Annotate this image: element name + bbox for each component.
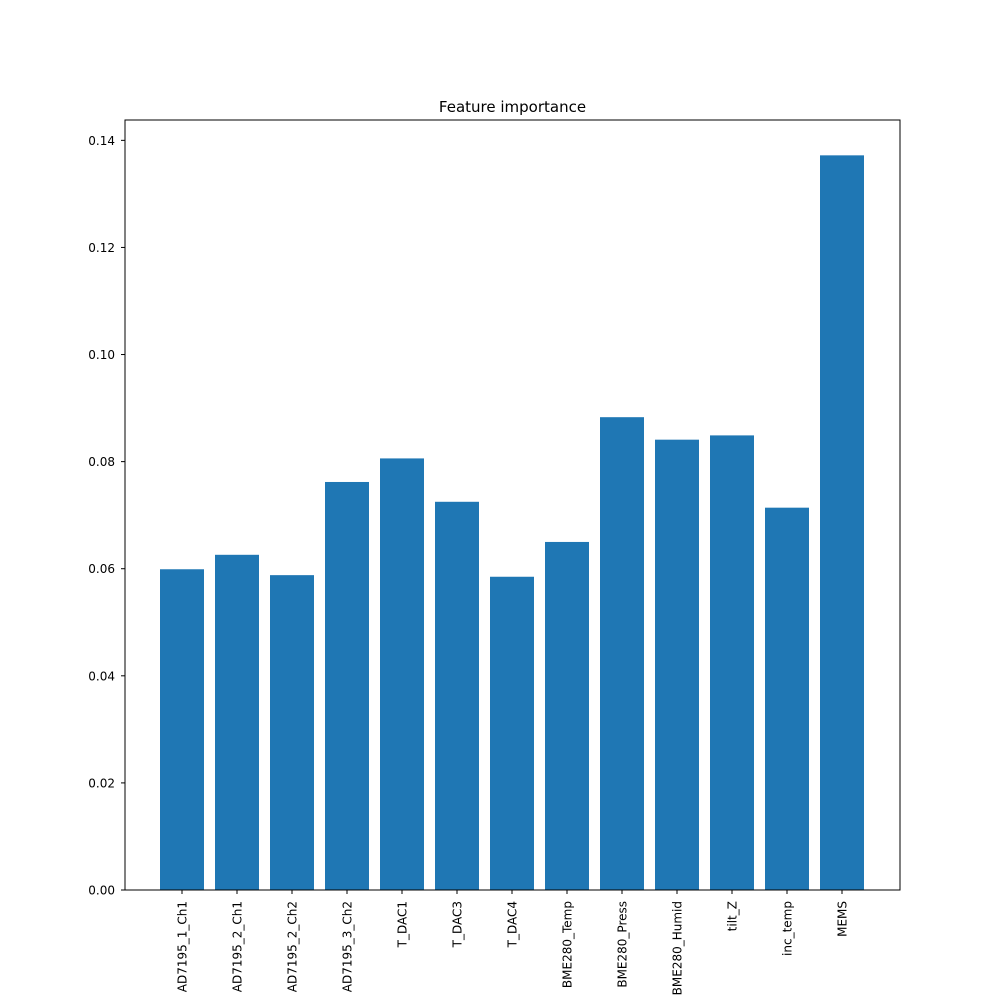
x-axis: AD7195_1_Ch1 AD7195_2_Ch1 AD7195_2_Ch2 AD71… — [176, 890, 850, 995]
x-tick-label: AD7195_3_Ch2 — [341, 901, 355, 992]
y-tick-label: 0.12 — [88, 241, 115, 255]
bar — [490, 576, 534, 890]
x-tick-label: AD7195_1_Ch1 — [176, 901, 190, 992]
x-tick-label: AD7195_2_Ch2 — [286, 901, 300, 992]
x-tick-label: T_DAC4 — [506, 901, 520, 948]
x-tick-label: BME280_Humid — [671, 901, 685, 995]
y-tick-label: 0.14 — [88, 134, 115, 148]
chart-title: Feature importance — [439, 98, 586, 116]
y-tick-label: 0.00 — [88, 884, 115, 898]
bar — [600, 417, 644, 890]
x-tick-label: AD7195_2_Ch1 — [231, 901, 245, 992]
y-tick-label: 0.08 — [88, 455, 115, 469]
bar — [655, 439, 699, 890]
y-tick-label: 0.06 — [88, 562, 115, 576]
x-tick-label: MEMS — [836, 901, 850, 937]
bar — [380, 458, 424, 890]
bar — [820, 155, 864, 890]
bar — [325, 481, 369, 890]
x-tick-label: T_DAC1 — [396, 901, 410, 948]
bar — [270, 575, 314, 890]
bars-layer — [160, 155, 864, 890]
x-tick-label: inc_temp — [781, 901, 795, 956]
x-tick-label: BME280_Press — [616, 901, 630, 988]
bar — [435, 501, 479, 890]
y-tick-label: 0.10 — [88, 348, 115, 362]
bar — [765, 507, 809, 890]
plot-frame — [124, 119, 901, 891]
y-axis: 0.00 0.02 0.04 0.06 0.08 0.10 0.12 0.14 — [88, 134, 125, 898]
x-tick-label: T_DAC3 — [451, 901, 465, 948]
y-tick-label: 0.04 — [88, 669, 115, 683]
x-tick-label: BME280_Temp — [561, 901, 575, 988]
y-tick-label: 0.02 — [88, 776, 115, 790]
bar — [545, 541, 589, 890]
bar — [215, 554, 259, 890]
bar — [160, 569, 204, 890]
x-tick-label: tilt_Z — [726, 901, 740, 931]
bar — [710, 435, 754, 890]
